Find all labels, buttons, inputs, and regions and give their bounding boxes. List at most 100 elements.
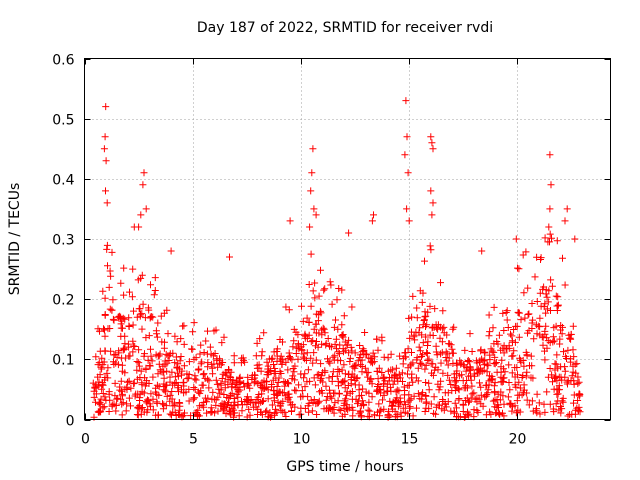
data-point (313, 371, 321, 379)
data-point (493, 403, 501, 411)
data-point (569, 322, 577, 330)
data-point (452, 370, 460, 378)
data-point (120, 291, 128, 299)
data-point (490, 382, 498, 390)
data-point (564, 412, 572, 420)
data-point (229, 377, 237, 385)
data-point (126, 288, 133, 296)
data-point (401, 349, 409, 357)
data-point (407, 395, 415, 403)
data-point (529, 316, 537, 324)
data-point (405, 381, 413, 389)
data-point (549, 333, 557, 341)
data-point (571, 360, 579, 368)
data-point (540, 303, 548, 311)
data-point (341, 338, 349, 346)
data-point (332, 335, 340, 343)
data-point (514, 264, 521, 272)
data-point (118, 411, 126, 419)
data-point (401, 151, 409, 159)
data-point (147, 281, 154, 289)
data-point (514, 371, 521, 379)
data-point (546, 151, 554, 159)
data-point (138, 404, 146, 411)
data-point (155, 352, 163, 360)
data-point (175, 399, 183, 406)
data-point (441, 400, 449, 408)
data-point (284, 366, 292, 374)
data-point (117, 377, 125, 385)
data-point (347, 343, 355, 351)
data-point (371, 411, 379, 419)
data-point (307, 250, 315, 258)
data-point (340, 361, 348, 369)
data-point (544, 373, 552, 381)
data-point (295, 381, 303, 389)
data-point (408, 313, 416, 321)
data-point (361, 329, 369, 336)
data-point (515, 309, 523, 317)
data-point (434, 401, 442, 409)
data-point (483, 360, 491, 368)
data-point (448, 387, 456, 395)
y-tick-label: 0.1 (52, 353, 74, 369)
data-point (434, 380, 442, 388)
data-point (339, 331, 347, 338)
data-point (557, 322, 565, 329)
data-point (570, 377, 578, 385)
data-point (373, 335, 381, 343)
data-point (137, 211, 145, 219)
data-point (490, 303, 498, 311)
data-point (98, 385, 106, 393)
data-point (373, 367, 381, 375)
data-point (106, 396, 114, 404)
data-point (282, 303, 290, 311)
data-point (346, 358, 354, 365)
data-point (539, 285, 547, 293)
data-point (528, 397, 536, 405)
data-point (151, 274, 159, 282)
data-point (485, 332, 493, 340)
data-point (130, 380, 138, 388)
data-point (426, 302, 434, 310)
data-point (391, 397, 399, 405)
data-point (413, 314, 421, 322)
data-point (543, 293, 551, 301)
data-point (165, 352, 173, 360)
data-point (367, 375, 375, 383)
data-point (220, 333, 228, 341)
data-point (447, 407, 455, 415)
data-point (566, 334, 574, 342)
data-point (101, 374, 109, 381)
data-point (155, 383, 163, 391)
data-point (353, 374, 361, 382)
data-point (551, 360, 559, 368)
data-point (391, 371, 399, 379)
data-point (541, 408, 549, 416)
data-point (325, 374, 333, 382)
data-point (301, 383, 309, 391)
data-point (544, 298, 552, 306)
data-point (323, 393, 331, 400)
data-point (343, 391, 351, 399)
data-point (466, 330, 474, 338)
data-point (96, 371, 104, 379)
data-point (411, 336, 419, 344)
data-point (406, 334, 414, 342)
data-point (206, 343, 214, 351)
data-point (415, 329, 423, 337)
data-point (253, 339, 261, 347)
data-point (178, 367, 186, 375)
chart-title: Day 187 of 2022, SRMTID for receiver rvd… (197, 20, 493, 36)
data-point (558, 405, 566, 413)
data-point (142, 334, 150, 342)
data-point (464, 408, 471, 416)
data-point (217, 381, 225, 389)
data-point (94, 382, 102, 390)
data-point (318, 331, 326, 339)
data-point (364, 412, 372, 420)
data-point (427, 246, 435, 254)
data-point (281, 408, 289, 416)
data-point (562, 352, 570, 360)
data-point (149, 313, 157, 321)
